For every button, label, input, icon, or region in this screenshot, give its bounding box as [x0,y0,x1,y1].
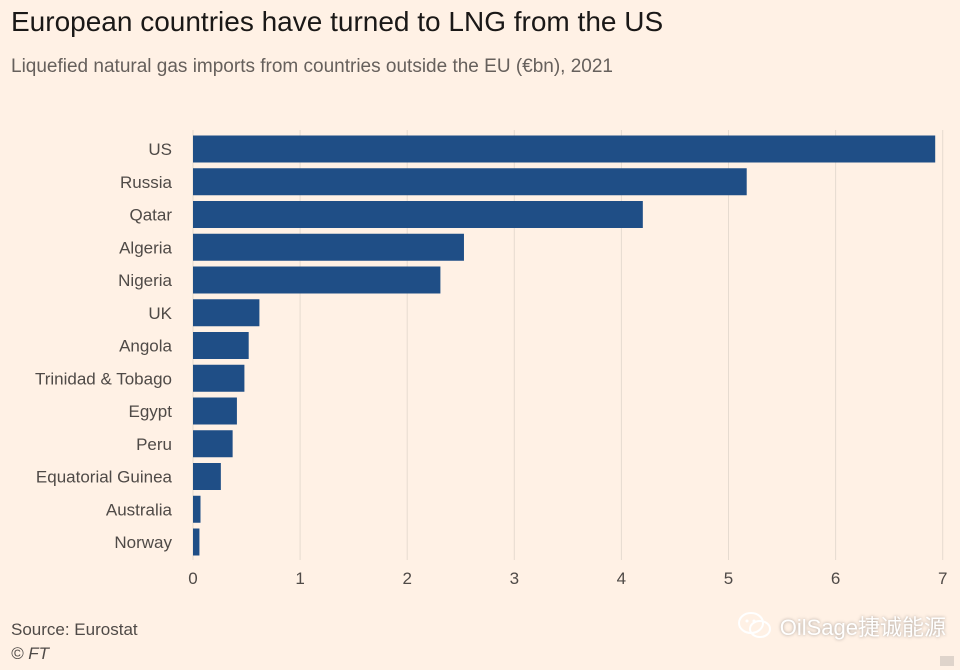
corner-mark [940,656,954,666]
copyright-note: © FT [11,644,50,663]
x-tick-label: 7 [938,569,947,588]
bar [193,233,464,261]
x-tick-label: 5 [724,569,733,588]
x-tick-label: 2 [402,569,411,588]
bar [193,463,221,490]
category-label: Qatar [129,206,172,225]
chart-title: European countries have turned to LNG fr… [11,6,664,37]
bar [193,266,441,294]
x-tick-label: 3 [510,569,519,588]
watermark: OilSage捷诚能源 [737,610,946,642]
source-note: Source: Eurostat [11,620,138,639]
x-tick-label: 0 [188,569,197,588]
category-label: Trinidad & Tobago [35,369,172,388]
bar [193,397,237,425]
category-label: Russia [120,173,173,192]
bar [193,299,260,327]
category-label: Nigeria [118,271,172,290]
bar [193,364,245,392]
category-label: Egypt [129,402,173,421]
category-label: Angola [119,337,172,356]
chart-subtitle: Liquefied natural gas imports from count… [11,56,613,77]
category-label: Norway [114,533,172,552]
x-tick-label: 6 [831,569,840,588]
wechat-icon [737,612,771,638]
bar [193,495,201,523]
x-tick-label: 4 [617,569,626,588]
x-tick-label: 1 [295,569,304,588]
bar-chart: 0 1 2 3 4 5 6 7 US Russia Qatar Algeria Nigeria UK Ang… [35,130,947,588]
bar [193,332,249,359]
bar [193,528,200,556]
bar [193,135,936,163]
category-label: Algeria [119,238,172,257]
category-label: Peru [136,435,172,454]
category-label: Equatorial Guinea [36,468,173,487]
category-label: US [148,140,172,159]
bar [193,168,747,196]
watermark-text: OilSage捷诚能源 [779,615,946,640]
bar [193,201,643,228]
category-label: UK [148,304,172,323]
bar [193,430,233,458]
category-label: Australia [106,500,173,519]
